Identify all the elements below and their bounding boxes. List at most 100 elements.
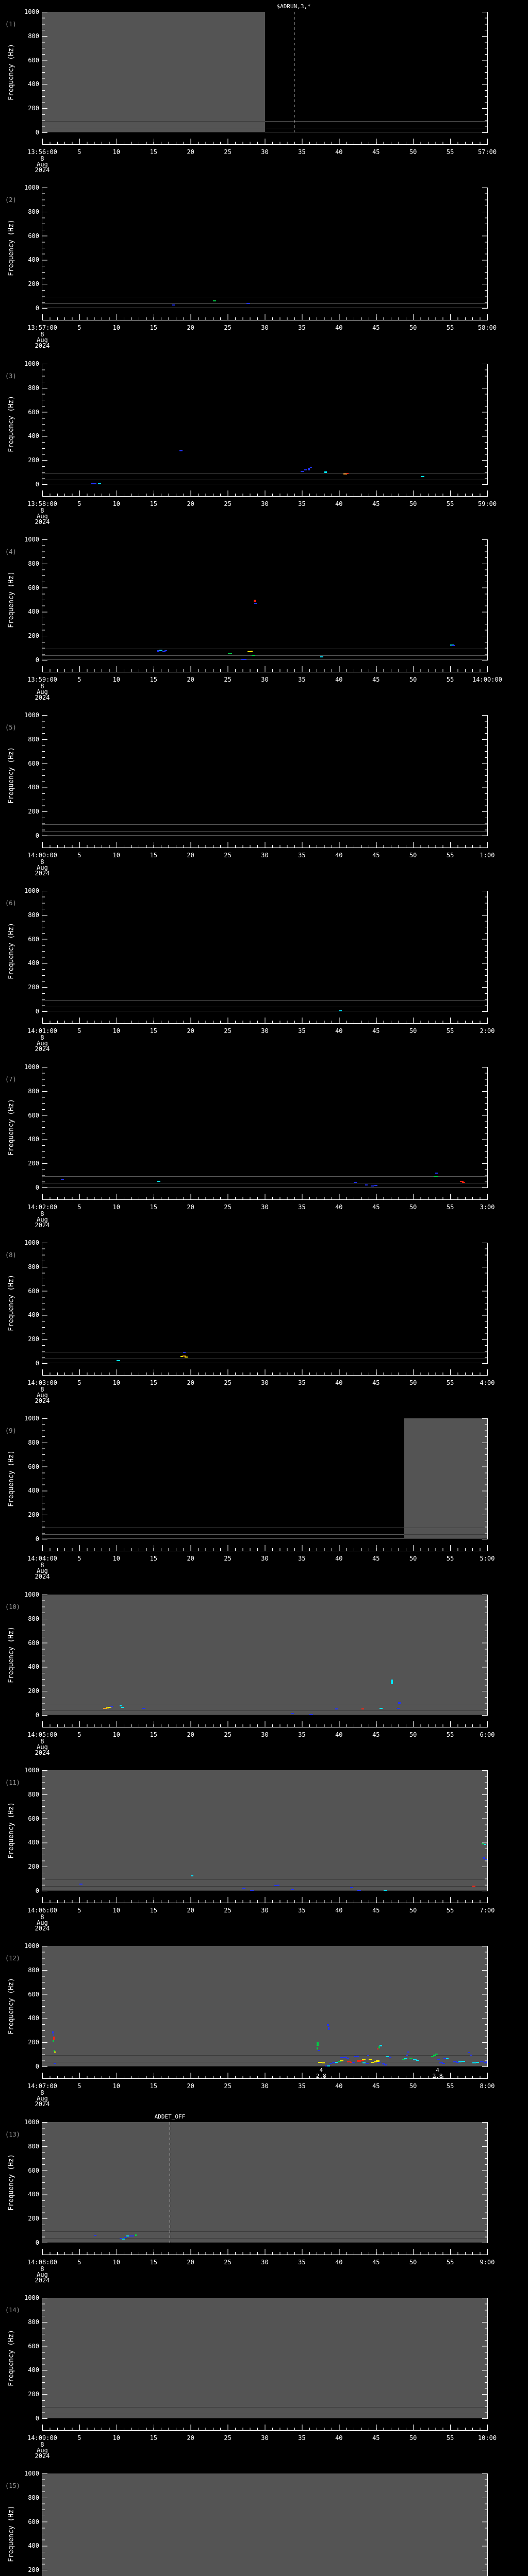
y-axis-major-ticks (482, 891, 487, 1012)
x-end-label: 59:00 (477, 500, 497, 507)
detection-speck (251, 651, 253, 652)
x-tick-label: 30 (261, 148, 269, 156)
y-tick-label: 1000 (24, 1942, 39, 1950)
date-label: 2024 (35, 870, 50, 877)
detection-speck (366, 2063, 369, 2064)
detection-speck (383, 1890, 387, 1891)
y-axis-major-ticks (42, 2122, 47, 2243)
y-tick-label: 600 (28, 1815, 39, 1822)
x-tick-label: 10 (112, 500, 121, 507)
detection-speck (190, 1875, 194, 1876)
detection-speck (461, 2060, 465, 2062)
detection-speck (327, 2065, 331, 2066)
x-tick-label: 35 (298, 1907, 306, 1914)
date-label: Aug (37, 688, 48, 696)
y-tick-label: 600 (28, 1463, 39, 1470)
detection-speck (180, 1356, 184, 1358)
date-label: 2024 (35, 1573, 50, 1580)
y-tick-label: 0 (35, 1008, 39, 1015)
detection-speck (476, 2061, 480, 2063)
y-tick-label: 200 (28, 2039, 39, 2046)
x-tick-label: 55 (446, 148, 454, 156)
x-end-label: 58:00 (477, 324, 497, 331)
x-tick-label: 15 (150, 1027, 158, 1035)
detection-speck (251, 654, 255, 656)
x-tick-label: 40 (335, 1731, 343, 1738)
x-tick-label: 50 (409, 1731, 417, 1738)
x-axis-major-ticks (42, 2249, 488, 2255)
y-tick-label: 800 (28, 2318, 39, 2326)
x-tick-label: 25 (224, 148, 232, 156)
x-tick-label: 50 (409, 500, 417, 507)
plot-area (42, 2473, 487, 2576)
y-tick-label: 600 (28, 584, 39, 591)
plot-area (42, 1946, 487, 2066)
detection-speck (116, 1360, 120, 1362)
y-tick-label: 400 (28, 2366, 39, 2374)
spectrogram-panel: (15)Frequency (Hz)0200400600800100014:10… (0, 2462, 528, 2576)
x-tick-label: 40 (335, 676, 343, 683)
date-label: Aug (37, 161, 48, 168)
date-label: 2024 (35, 2100, 50, 2108)
y-tick-label: 400 (28, 1487, 39, 1495)
detection-speck (433, 2055, 436, 2056)
y-axis-right (487, 2122, 488, 2243)
date-label: Aug (37, 336, 48, 344)
x-start-label: 14:06:00 (27, 1907, 57, 1914)
detection-speck (413, 2059, 417, 2061)
x-end-label: 57:00 (477, 148, 497, 156)
detection-speck (365, 1184, 368, 1186)
x-end-label: 14:00:00 (472, 676, 502, 683)
x-tick-label: 20 (187, 1555, 194, 1562)
y-axis-title: Frequency (Hz) (7, 44, 15, 100)
detection-speck (357, 1890, 361, 1891)
x-start-label: 13:59:00 (27, 676, 57, 683)
x-axis-major-ticks (42, 139, 488, 144)
date-label: 2024 (35, 1397, 50, 1404)
x-tick-label: 55 (446, 2434, 454, 2442)
y-tick-label: 600 (28, 1639, 39, 1647)
frequency-gridline-dark (42, 2055, 487, 2056)
x-tick-label: 10 (112, 2259, 121, 2266)
x-tick-label: 30 (261, 1907, 269, 1914)
y-axis-right (487, 188, 488, 309)
detection-speck (53, 2034, 55, 2036)
y-tick-label: 200 (28, 1335, 39, 1343)
x-tick-label: 35 (298, 676, 306, 683)
x-tick-label: 15 (150, 148, 158, 156)
x-tick-label: 30 (261, 676, 269, 683)
y-axis-major-ticks (42, 2298, 47, 2419)
y-tick-label: 600 (28, 56, 39, 64)
x-tick-label: 10 (112, 1907, 121, 1914)
y-axis-title: Frequency (Hz) (7, 1099, 15, 1156)
detection-speck (332, 2062, 336, 2063)
y-axis-major-ticks (42, 891, 47, 1012)
detection-speck (435, 2054, 438, 2055)
y-axis-major-ticks (42, 539, 47, 660)
x-axis-line (42, 496, 488, 497)
detection-speck (450, 644, 454, 646)
panel-index-label: (2) (5, 196, 16, 204)
y-axis-major-ticks (482, 2298, 487, 2419)
detection-speck (335, 2061, 338, 2063)
date-label: 8 (40, 1913, 44, 1921)
detection-speck (362, 2062, 366, 2063)
plot-area (42, 1067, 487, 1188)
y-axis-title: Frequency (Hz) (7, 1275, 15, 1331)
detection-speck (458, 2061, 461, 2063)
x-tick-label: 30 (261, 1027, 269, 1035)
detection-speck (434, 1176, 438, 1177)
y-tick-label: 0 (35, 304, 39, 312)
x-tick-label: 15 (150, 1204, 158, 1211)
detection-speck (356, 2056, 359, 2057)
detection-speck (356, 2060, 361, 2062)
detection-speck (338, 2061, 341, 2062)
y-tick-label: 600 (28, 759, 39, 767)
date-label: 8 (40, 1386, 44, 1393)
detection-speck (106, 1707, 109, 1709)
panel-index-label: (9) (5, 1427, 16, 1434)
detection-speck (157, 1181, 160, 1182)
x-axis-line (42, 1023, 488, 1024)
panel-index-label: (15) (5, 2482, 20, 2489)
x-tick-label: 55 (446, 2082, 454, 2090)
